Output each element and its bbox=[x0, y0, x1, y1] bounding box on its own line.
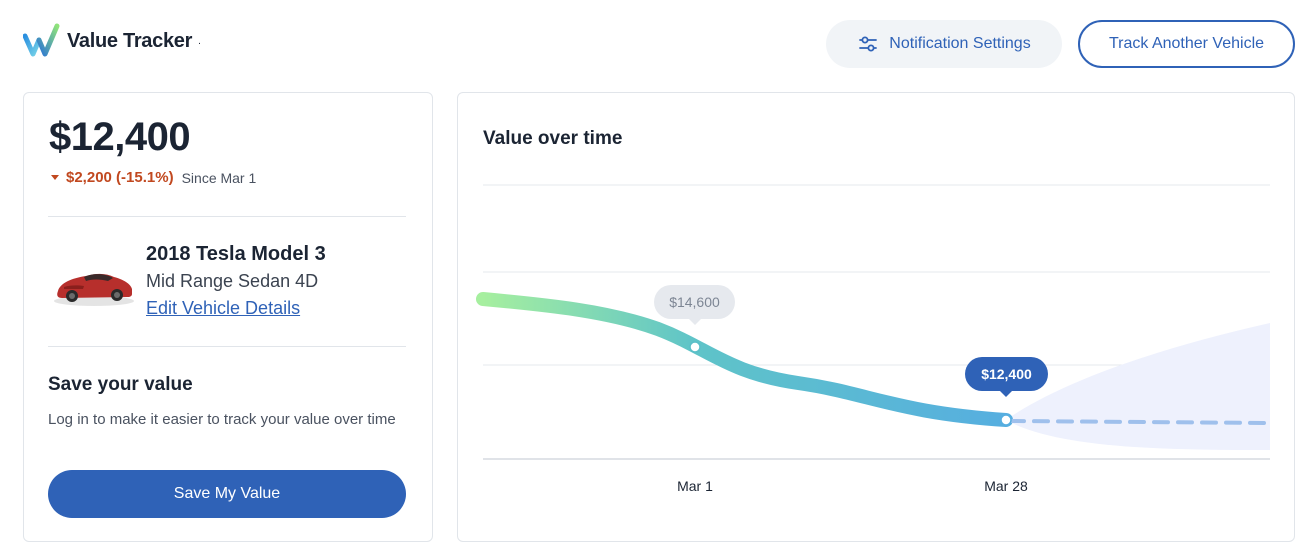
value-chart-card: Value over time $14,600 bbox=[457, 92, 1295, 542]
value-line bbox=[476, 292, 1013, 427]
notification-settings-label: Notification Settings bbox=[889, 35, 1031, 52]
x-tick-label: Mar 1 bbox=[677, 478, 713, 494]
current-value: $12,400 bbox=[49, 115, 191, 159]
save-value-description: Log in to make it easier to track your v… bbox=[48, 411, 396, 428]
tooltip-mar-28: $12,400 bbox=[965, 357, 1048, 397]
point-mar-1[interactable] bbox=[689, 341, 701, 353]
value-change-since: Since Mar 1 bbox=[181, 169, 257, 186]
value-change-row: $2,200 (-15.1%) Since Mar 1 bbox=[51, 169, 256, 186]
value-change-amount: $2,200 (-15.1%) bbox=[66, 169, 174, 186]
down-arrow-icon bbox=[51, 175, 59, 180]
sliders-icon bbox=[859, 36, 878, 52]
point-mar-28[interactable] bbox=[1000, 414, 1012, 426]
tooltip-mar-28-value: $12,400 bbox=[981, 366, 1032, 382]
track-another-vehicle-button[interactable]: Track Another Vehicle bbox=[1078, 20, 1295, 68]
logo-text: Value Tracker bbox=[67, 29, 193, 52]
tooltip-mar-1: $14,600 bbox=[654, 285, 735, 325]
forecast-line bbox=[1008, 419, 1272, 425]
value-chart: $14,600 $12,400 Mar 1 Mar 28 bbox=[476, 184, 1272, 494]
forecast-range bbox=[1006, 323, 1270, 450]
save-my-value-button[interactable]: Save My Value bbox=[48, 470, 406, 518]
divider bbox=[48, 346, 406, 347]
chart-title: Value over time bbox=[483, 128, 623, 149]
vehicle-trim: Mid Range Sedan 4D bbox=[146, 271, 319, 291]
logo[interactable]: Value Tracker. bbox=[23, 22, 201, 60]
tooltip-mar-1-value: $14,600 bbox=[669, 294, 720, 310]
x-tick-label: Mar 28 bbox=[984, 478, 1028, 494]
vehicle-name: 2018 Tesla Model 3 bbox=[146, 243, 326, 265]
car-image-icon bbox=[54, 273, 134, 306]
notification-settings-button[interactable]: Notification Settings bbox=[826, 20, 1062, 68]
logo-trademark: . bbox=[198, 35, 201, 47]
edit-vehicle-details-link[interactable]: Edit Vehicle Details bbox=[146, 298, 301, 318]
value-tracker-logo-icon bbox=[23, 23, 60, 57]
divider bbox=[48, 216, 406, 217]
value-summary-card: $12,400 $2,200 (-15.1%) Since Mar 1 2018… bbox=[23, 92, 433, 542]
save-value-title: Save your value bbox=[48, 374, 193, 395]
